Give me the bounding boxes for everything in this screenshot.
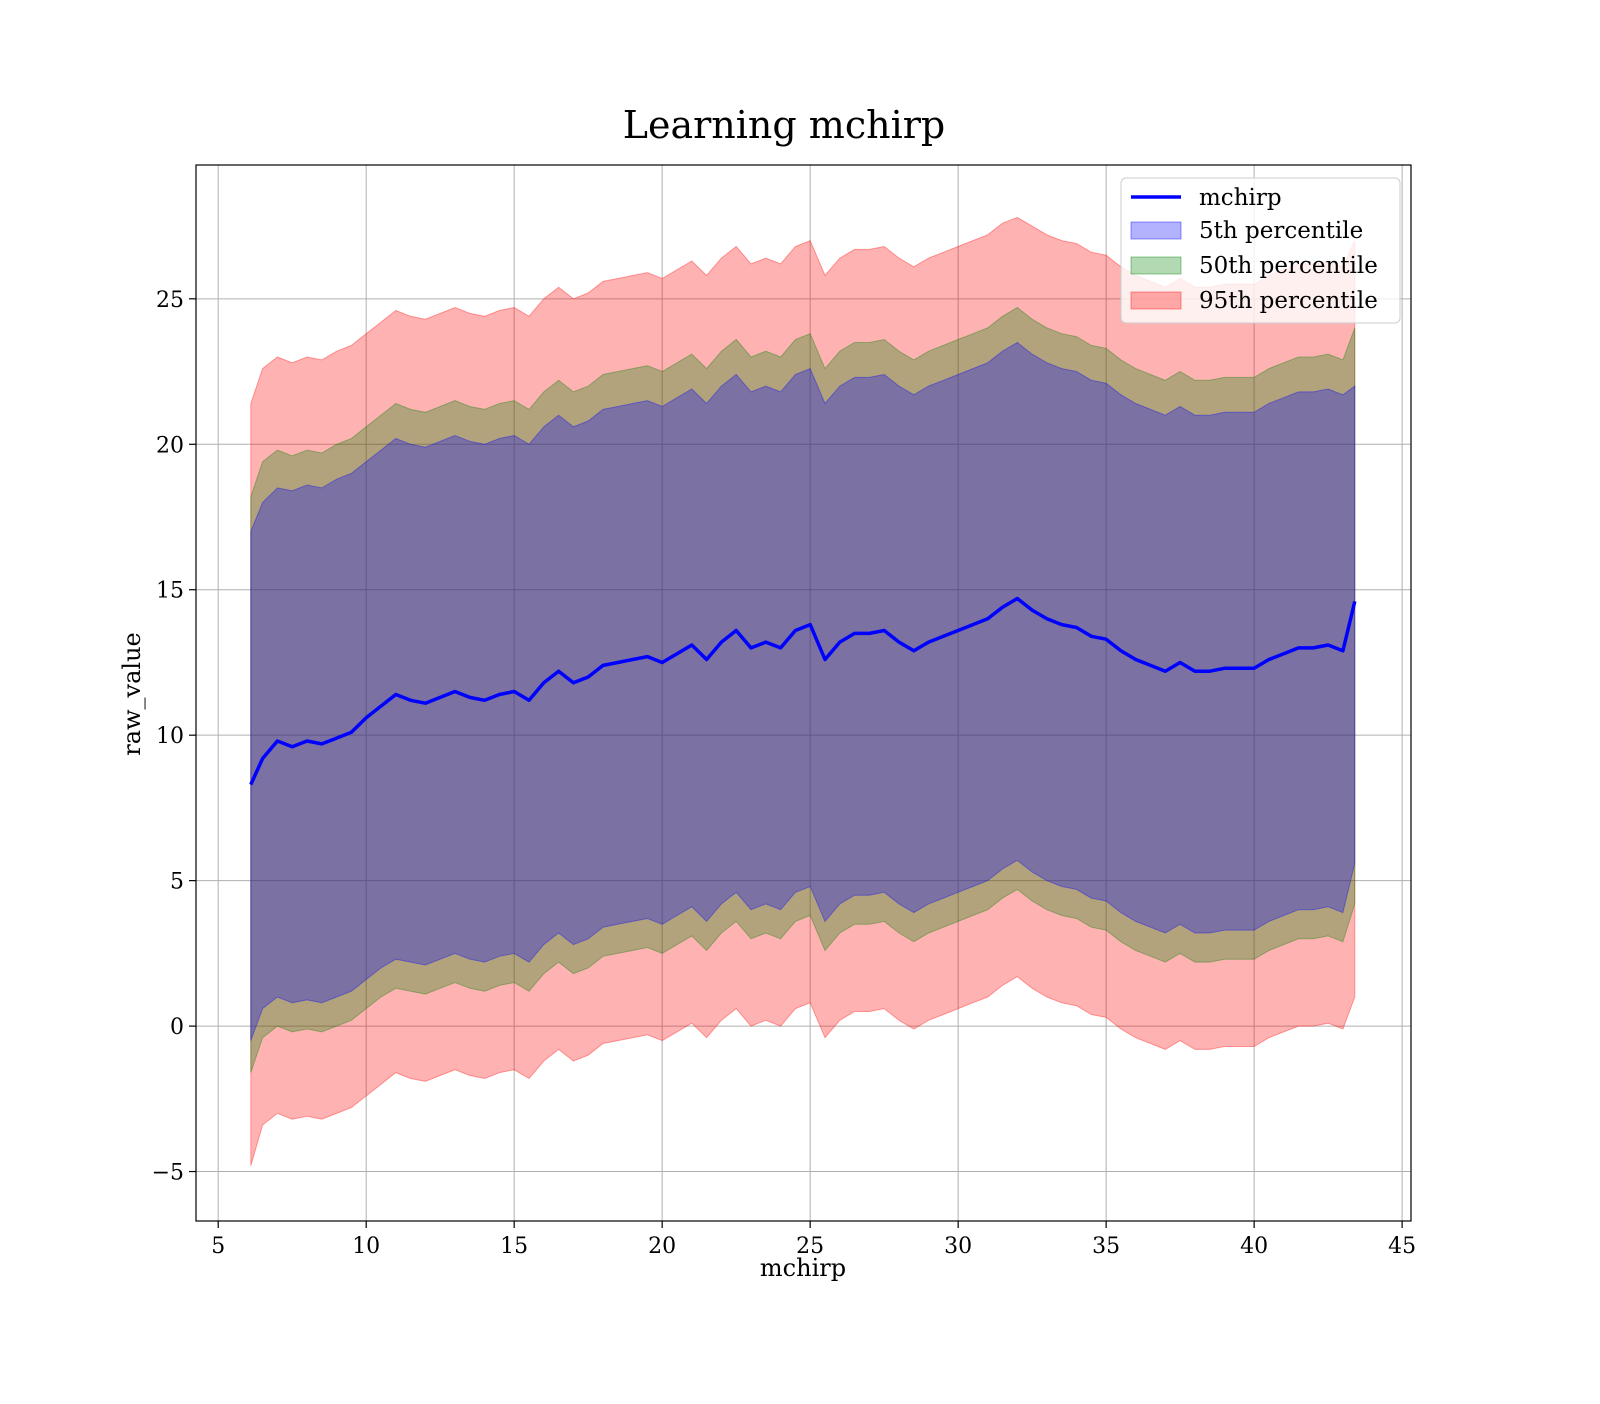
mchirp-line-layer	[249, 596, 1357, 786]
y-axis-label: raw_value	[118, 632, 146, 756]
y-tick-label: 15	[156, 579, 184, 604]
plot-area	[195, 164, 1412, 1222]
x-tick-label: 30	[944, 1234, 972, 1259]
legend: mchirp 5th percentile 50th percentile 95th …	[1120, 177, 1401, 324]
legend-50th-percentile-label: 50th percentile	[1199, 253, 1378, 279]
legend-95th-percentile-swatch	[1130, 291, 1182, 310]
y-tick-label: 25	[156, 288, 184, 313]
x-axis: 5 10 15 20 25 30 35 40 45	[211, 1221, 1416, 1259]
x-tick-label: 10	[352, 1234, 380, 1259]
y-axis: −5 0 5 10 15 20 25	[152, 288, 196, 1186]
x-tick-label: 15	[500, 1234, 528, 1259]
plot-background	[196, 165, 1411, 1221]
legend-5th-percentile-label: 5th percentile	[1199, 218, 1363, 244]
y-tick-label: 5	[170, 870, 184, 895]
x-tick-label: 20	[648, 1234, 676, 1259]
5th-percentile-band	[250, 341, 1356, 1041]
x-tick-label: 25	[796, 1234, 824, 1259]
x-tick-label: 40	[1240, 1234, 1268, 1259]
y-tick-label: 0	[170, 1015, 184, 1040]
legend-95th-percentile-label: 95th percentile	[1199, 288, 1378, 314]
percentile-bands	[250, 216, 1356, 1166]
legend-5th-percentile-swatch	[1130, 221, 1182, 240]
y-tick-label: 10	[156, 724, 184, 749]
y-tick-label: 20	[156, 433, 184, 458]
50th-percentile-band	[250, 306, 1356, 1073]
x-tick-label: 45	[1388, 1234, 1416, 1259]
legend-mchirp-label: mchirp	[1199, 185, 1282, 211]
y-tick-label: −5	[152, 1161, 184, 1186]
x-axis-label: mchirp	[760, 1254, 846, 1282]
95th-percentile-band	[250, 216, 1356, 1166]
chart-title: Learning mchirp	[623, 103, 945, 147]
x-tick-label: 5	[211, 1234, 225, 1259]
mchirp-line	[249, 596, 1357, 786]
legend-50th-percentile-swatch	[1130, 256, 1182, 275]
plot-frame	[195, 164, 1412, 1222]
legend-box	[1120, 177, 1401, 324]
x-tick-label: 35	[1092, 1234, 1120, 1259]
